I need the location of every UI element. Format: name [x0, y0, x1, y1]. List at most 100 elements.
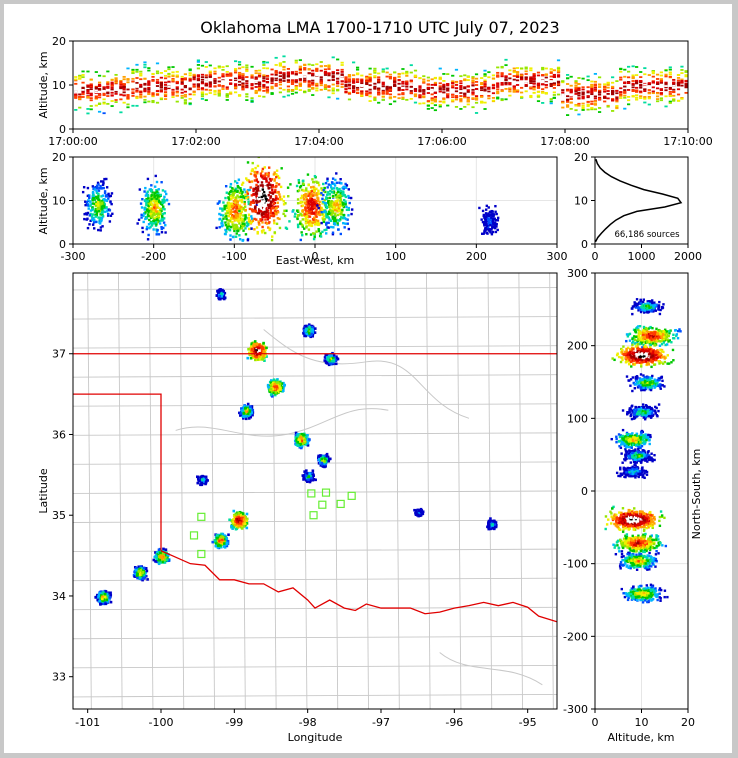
time-height-source	[388, 76, 393, 78]
time-height-source	[680, 65, 684, 68]
ew-source	[314, 201, 318, 205]
ew-source	[86, 194, 90, 198]
time-height-source	[183, 73, 187, 76]
time-height-source	[323, 74, 328, 76]
ew-source	[321, 202, 324, 205]
time-height-source	[180, 83, 184, 86]
time-height-source	[680, 78, 684, 81]
plan-view-source	[263, 354, 267, 358]
time-height-source	[483, 75, 487, 77]
time-height-source	[619, 70, 623, 73]
ew-source	[338, 219, 341, 222]
time-height-source	[569, 98, 573, 100]
ew-source	[143, 208, 146, 211]
ew-source	[146, 238, 150, 241]
time-height-source	[433, 98, 438, 101]
time-height-source	[611, 93, 615, 96]
time-height-source	[536, 71, 541, 74]
time-height-source	[524, 83, 528, 86]
ew-source	[147, 195, 150, 198]
ew-source	[284, 202, 287, 205]
time-height-source	[286, 81, 291, 84]
time-height-source	[581, 88, 585, 91]
time-height-source	[171, 88, 175, 91]
time-height-source	[171, 93, 175, 96]
time-height-source	[581, 109, 585, 111]
ew-source	[296, 225, 300, 229]
time-height-source	[147, 80, 151, 83]
ew-source	[224, 185, 228, 188]
time-height-source	[433, 100, 438, 103]
time-height-source	[298, 89, 302, 91]
ew-source	[220, 207, 224, 210]
time-height-source	[651, 92, 655, 95]
time-height-source	[529, 80, 533, 83]
plan-view-sources	[94, 288, 498, 606]
x-tick-label: 17:04:00	[294, 135, 343, 148]
ew-source	[275, 185, 278, 188]
ew-source	[83, 217, 86, 221]
time-height-source	[549, 79, 553, 81]
time-height-source	[319, 61, 323, 63]
ew-source	[145, 227, 148, 231]
ew-source	[490, 232, 494, 236]
time-height-source	[574, 93, 578, 95]
time-height-source	[241, 66, 245, 69]
time-height-source	[454, 68, 459, 71]
ew-source	[333, 209, 337, 212]
ew-source	[105, 206, 108, 209]
time-height-source	[405, 85, 409, 88]
time-height-source	[331, 72, 335, 75]
time-height-source	[196, 84, 200, 87]
time-height-source	[381, 98, 385, 101]
y-tick-label: 10	[52, 79, 66, 92]
ew-source	[275, 173, 278, 176]
time-height-source	[294, 79, 298, 81]
time-height-source	[483, 73, 487, 76]
ew-source	[153, 195, 156, 199]
ew-source	[332, 226, 335, 229]
plan-view-source	[279, 380, 282, 384]
ew-source	[152, 212, 155, 215]
time-height-source	[405, 98, 409, 101]
ew-source	[317, 223, 321, 226]
plan-view-source	[269, 387, 273, 391]
ew-source	[313, 216, 316, 219]
ew-source	[336, 222, 339, 225]
time-height-source	[282, 95, 286, 98]
time-height-source	[110, 88, 114, 91]
plan-view-source	[306, 330, 309, 333]
time-height-source	[635, 84, 639, 87]
ew-source	[335, 181, 339, 185]
time-height-source	[566, 100, 570, 103]
ew-source	[484, 215, 488, 218]
time-height-source	[360, 85, 364, 88]
time-height-source	[340, 83, 344, 86]
time-height-source	[426, 76, 430, 79]
ew-source	[255, 199, 258, 203]
time-height-source	[233, 79, 238, 82]
ew-source	[322, 200, 325, 204]
time-height-source	[680, 81, 684, 84]
ew-source	[95, 209, 99, 213]
time-height-source	[200, 88, 205, 91]
figure-frame: Oklahoma LMA 1700-1710 UTC July 07, 2023…	[4, 4, 732, 753]
time-height-source	[581, 86, 585, 89]
ew-source	[313, 174, 317, 178]
plan-view-source	[260, 350, 264, 354]
ew-source	[488, 227, 491, 231]
time-height-source	[360, 74, 364, 77]
time-height-source	[336, 97, 340, 100]
time-height-source	[298, 82, 302, 85]
time-height-source	[405, 82, 409, 85]
time-height-source	[422, 96, 426, 99]
county-line	[87, 273, 92, 709]
time-height-source	[250, 75, 254, 78]
ew-source	[331, 207, 335, 211]
time-height-source	[401, 85, 405, 88]
time-height-source	[496, 88, 500, 91]
time-height-source	[110, 100, 114, 102]
time-height-source	[303, 67, 307, 69]
ew-source	[490, 228, 493, 231]
time-height-source	[331, 83, 335, 86]
